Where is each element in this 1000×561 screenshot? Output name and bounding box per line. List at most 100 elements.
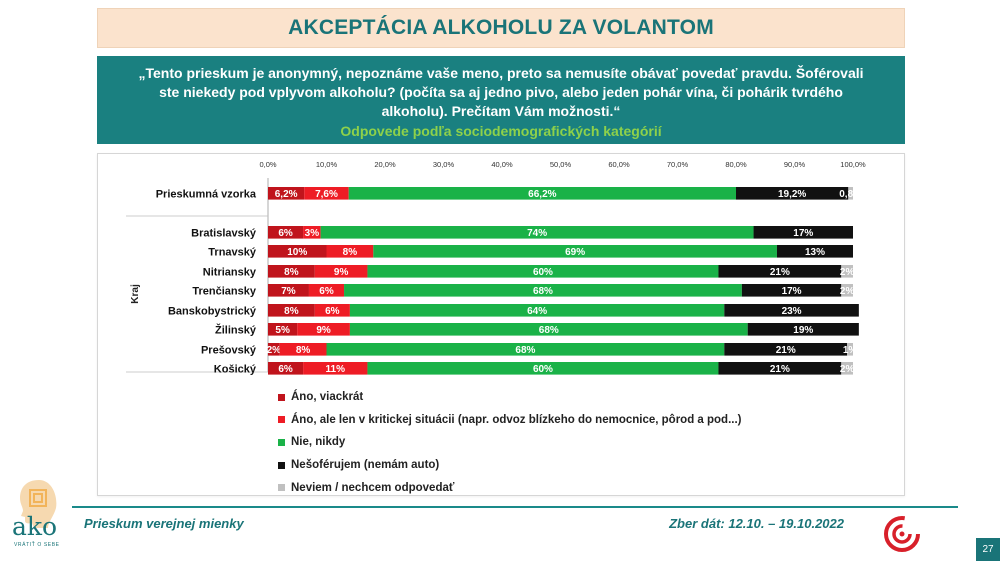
row-label: Trnavský xyxy=(208,246,257,258)
data-label: 64% xyxy=(527,306,547,317)
logo-wordmark: ako xyxy=(12,512,58,541)
bar-segment xyxy=(367,265,719,278)
bar-segment xyxy=(314,304,350,317)
legend-label: Áno, ale len v kritickej situácii (napr.… xyxy=(291,413,742,426)
bar-segment xyxy=(314,265,368,278)
data-label: 1% xyxy=(843,345,858,356)
logo-tagline: VRÁTIŤ O SEBE xyxy=(14,542,60,548)
bar-segment xyxy=(304,187,349,200)
legend-item: Áno, viackrát xyxy=(278,386,742,409)
bar-segment xyxy=(268,284,309,297)
data-label: 5% xyxy=(275,325,290,336)
bar-segment xyxy=(776,245,853,258)
data-label: 60% xyxy=(533,267,553,278)
bar-segment xyxy=(841,362,853,375)
data-label: 6% xyxy=(319,286,334,297)
data-label: 17% xyxy=(793,228,813,239)
bar-segment xyxy=(373,245,777,258)
question-text: „Tento prieskum je anonymný, nepoznáme v… xyxy=(138,65,864,119)
data-label: 6,2% xyxy=(275,189,298,200)
bar-segment xyxy=(753,226,853,239)
bar-segment xyxy=(303,226,321,239)
data-label: 6% xyxy=(278,228,293,239)
footer-collection-date: Zber dát: 12.10. – 19.10.2022 xyxy=(669,516,844,531)
row-label: Prieskumná vzorka xyxy=(156,188,257,200)
bar-segment xyxy=(326,245,374,258)
data-label: 9% xyxy=(316,325,331,336)
data-label: 6% xyxy=(325,306,340,317)
legend-item: Áno, ale len v kritickej situácii (napr.… xyxy=(278,409,742,432)
data-label: 17% xyxy=(782,286,802,297)
x-tick-label: 90,0% xyxy=(784,160,806,169)
legend-label: Nie, nikdy xyxy=(291,436,346,449)
row-label: Trenčiansky xyxy=(192,285,256,297)
bar-segment xyxy=(736,187,849,200)
bar-segment xyxy=(841,265,853,278)
chart-legend: Áno, viackrát Áno, ale len v kritickej si… xyxy=(278,386,742,499)
x-tick-label: 30,0% xyxy=(433,160,455,169)
bar-segment xyxy=(268,245,327,258)
bar-segment xyxy=(344,284,742,297)
data-label: 74% xyxy=(527,228,547,239)
chart-subtitle: Odpovede podľa sociodemografických kateg… xyxy=(340,123,662,139)
bar-segment xyxy=(268,323,298,336)
x-tick-label: 60,0% xyxy=(608,160,630,169)
question-banner: „Tento prieskum je anonymný, nepoznáme v… xyxy=(97,56,905,144)
stacked-bar-chart: 0,0% 10,0% 20,0% 30,0% 40,0% 50,0% 60,0% 70,0% 8… xyxy=(126,160,866,375)
bar-segment xyxy=(741,284,842,297)
bar-segment xyxy=(718,265,842,278)
data-label: 8% xyxy=(343,247,358,258)
x-tick-label: 0,0% xyxy=(259,160,276,169)
data-label: 2% xyxy=(840,267,855,278)
data-label: 69% xyxy=(565,247,585,258)
legend-label: Áno, viackrát xyxy=(291,391,364,404)
data-label: 8% xyxy=(296,345,311,356)
bar-segment xyxy=(367,362,719,375)
bar-segment xyxy=(724,343,848,356)
bar-segment xyxy=(349,323,748,336)
data-label: 8% xyxy=(284,306,299,317)
bar-segment xyxy=(718,362,842,375)
legend-item: Nešoférujem (nemám auto) xyxy=(278,454,742,477)
bar-segment xyxy=(268,226,304,239)
legend-swatch xyxy=(278,484,285,492)
data-label: 7,6% xyxy=(315,189,338,200)
bar-segment xyxy=(268,343,280,356)
legend-swatch xyxy=(278,438,285,446)
x-tick-label: 40,0% xyxy=(491,160,513,169)
page-title: AKCEPTÁCIA ALKOHOLU ZA VOLANTOM xyxy=(288,16,714,39)
legend-swatch xyxy=(278,416,285,424)
group-label-kraj: Kraj xyxy=(130,284,141,304)
bar-segment xyxy=(326,343,725,356)
row-label: Nitriansky xyxy=(203,266,257,278)
bar-segment xyxy=(349,304,725,317)
data-label: 68% xyxy=(515,345,535,356)
bar-segment xyxy=(724,304,859,317)
footer-divider xyxy=(72,506,958,508)
data-label: 8% xyxy=(284,267,299,278)
x-tick-label: 80,0% xyxy=(725,160,747,169)
bar-segment xyxy=(847,343,853,356)
legend-label: Nešoférujem (nemám auto) xyxy=(291,459,440,472)
data-label: 9% xyxy=(334,267,349,278)
bar-segment xyxy=(841,284,853,297)
brand-spiral-icon xyxy=(884,516,920,552)
data-label: 0,8% xyxy=(839,189,862,200)
data-label: 21% xyxy=(776,345,796,356)
data-label: 2% xyxy=(840,286,855,297)
legend-label: Neviem / nechcem odpovedať xyxy=(291,481,455,494)
bar-segment xyxy=(348,187,736,200)
legend-item: Neviem / nechcem odpovedať xyxy=(278,476,742,499)
row-label: Bratislavský xyxy=(191,227,257,239)
data-label: 7% xyxy=(281,286,296,297)
row-label: Košický xyxy=(214,363,257,375)
data-label: 19% xyxy=(793,325,813,336)
chart-panel: 0,0% 10,0% 20,0% 30,0% 40,0% 50,0% 60,0% 70,0% 8… xyxy=(97,153,905,496)
bar-segment xyxy=(308,284,345,297)
data-label: 21% xyxy=(770,267,790,278)
data-label: 68% xyxy=(533,286,553,297)
x-tick-label: 10,0% xyxy=(316,160,338,169)
row-label: Prešovský xyxy=(201,344,257,356)
data-label: 13% xyxy=(805,247,825,258)
